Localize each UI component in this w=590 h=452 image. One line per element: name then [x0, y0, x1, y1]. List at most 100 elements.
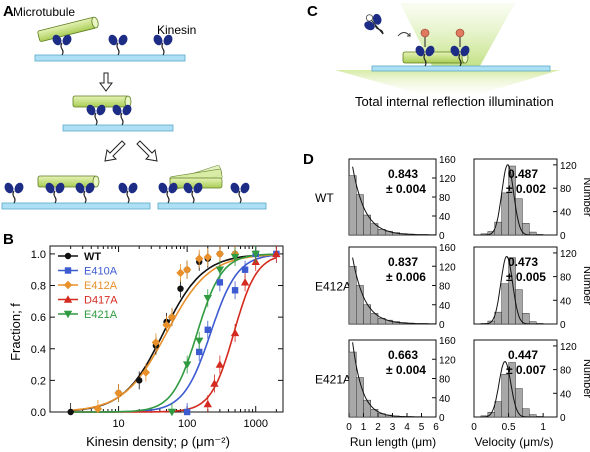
- run-y-tick-label: 160: [439, 243, 456, 254]
- run-y-tick-label: 40: [439, 394, 451, 405]
- run-y-tick-label: 40: [439, 212, 451, 223]
- vel-y-tick-label: 80: [560, 273, 572, 284]
- legend-marker: [64, 267, 72, 274]
- data-point-e421a: [203, 294, 212, 303]
- run-y-tick-label: 120: [439, 174, 456, 185]
- velocity-bar: [515, 388, 523, 418]
- chart-fit-curves: [70, 253, 277, 413]
- fit-curve-e421a: [70, 253, 277, 413]
- run-y-tick-label: 0: [439, 320, 445, 331]
- data-point-e412a: [167, 312, 177, 322]
- arrow-right-icon: [136, 140, 158, 162]
- vel-y-tick-label: 0: [560, 413, 566, 424]
- chart-axes: 0.0 0.2 0.4 0.6 0.8 1.0 10 100 1000: [31, 245, 284, 430]
- run-y-tick-label: 0: [439, 231, 445, 242]
- data-point-d417a: [230, 328, 240, 337]
- run-length-mean: 0.663: [388, 348, 418, 362]
- run-length-bar: [370, 409, 379, 418]
- velocity-fit: [474, 256, 557, 325]
- microtubule-label: Microtubule: [13, 5, 75, 19]
- data-point-e412a: [93, 404, 103, 414]
- data-point-e412a: [141, 368, 151, 377]
- run-y-tick-label: 0: [439, 413, 445, 424]
- panel-c-letter: C: [307, 3, 318, 20]
- arrow-left-icon: [104, 140, 126, 162]
- legend-marker: [64, 252, 72, 260]
- vel-y-tick-label: 120: [560, 249, 577, 260]
- run-length-bar: [356, 194, 364, 236]
- run-length-fit: [352, 257, 436, 325]
- x-tick-label: 1000: [243, 418, 267, 430]
- run-y-tick-label: 160: [439, 336, 456, 347]
- data-point-d417a: [240, 278, 250, 286]
- number-axis-label: Number: [581, 177, 590, 216]
- legend-label: E412A: [84, 280, 118, 292]
- run-length-error: ± 0.004: [386, 182, 426, 196]
- y-tick-label: 1.0: [31, 249, 46, 261]
- run-x-tick-label: 1: [361, 422, 367, 433]
- vel-y-tick-label: 40: [560, 208, 572, 219]
- run-y-tick-label: 120: [439, 262, 456, 273]
- fit-curve-wt: [70, 253, 277, 412]
- vel-y-tick-label: 120: [560, 161, 577, 172]
- run-x-tick-label: 5: [419, 422, 425, 433]
- velocity-bar: [522, 223, 530, 236]
- velocity-bar: [515, 289, 523, 325]
- vel-y-tick-label: 80: [560, 366, 572, 377]
- swirl-arrow-icon: [397, 32, 411, 37]
- velocity-error: ± 0.005: [506, 270, 546, 284]
- velocity-fit: [474, 164, 557, 236]
- velocity-mean: 0.447: [508, 348, 538, 362]
- velocity-error: ± 0.007: [506, 363, 546, 377]
- velocity-mean: 0.487: [508, 167, 538, 181]
- data-point-e421a: [251, 250, 260, 259]
- velocity-error: ± 0.002: [506, 182, 546, 196]
- velocity-bar: [494, 401, 502, 418]
- run-length-bar: [356, 377, 364, 418]
- glass-slide: [157, 202, 267, 210]
- vel-y-tick-label: 120: [560, 342, 577, 353]
- tirf-caption: Total internal reflection illumination: [355, 94, 554, 109]
- vel-y-tick-label: 40: [560, 389, 572, 400]
- run-length-x-label: Run length (μm): [350, 435, 436, 449]
- data-point-d417a: [210, 379, 219, 387]
- chart-legend: WT E410A E412A D417A E421A: [58, 251, 118, 321]
- vel-x-tick-label: 1: [540, 422, 546, 433]
- glass-slide: [34, 54, 186, 62]
- x-tick-label: 100: [178, 418, 196, 430]
- y-tick-label: 0.0: [31, 407, 46, 419]
- data-point-e412a: [151, 338, 161, 347]
- row-label-e412a: E412A: [315, 280, 351, 294]
- run-x-tick-label: 0: [346, 422, 352, 433]
- run-length-mean: 0.837: [388, 255, 418, 269]
- run-y-tick-label: 40: [439, 301, 451, 312]
- data-point-e412a: [176, 268, 185, 278]
- bound-kinesin: [413, 28, 437, 67]
- legend-marker: [63, 280, 73, 290]
- fit-curve-e410a: [70, 254, 277, 413]
- run-x-tick-label: 2: [375, 422, 381, 433]
- panel-b: B Fraction; f Kinesin density; ρ (μm⁻²) …: [3, 231, 284, 449]
- data-point-e410a: [183, 408, 191, 416]
- vel-y-tick-label: 0: [560, 231, 566, 242]
- velocity-x-label: Velocity (μm/s): [475, 435, 554, 449]
- data-point-e412a: [162, 320, 171, 330]
- vel-y-tick-label: 80: [560, 184, 572, 195]
- run-length-fit: [352, 166, 436, 236]
- data-point-e421a: [182, 361, 192, 369]
- free-kinesin: [359, 9, 393, 42]
- y-tick-label: 0.8: [31, 281, 46, 293]
- run-x-tick-label: 4: [404, 422, 410, 433]
- legend-label: WT: [84, 251, 101, 263]
- data-point-e410a: [231, 287, 239, 294]
- y-tick-label: 0.6: [31, 312, 46, 324]
- run-y-tick-label: 160: [439, 155, 456, 166]
- panel-c: C Total internal reflection illumination: [307, 3, 560, 109]
- data-point-e412a: [182, 265, 192, 274]
- legend-marker: [63, 310, 73, 319]
- legend-label: E410A: [84, 266, 118, 278]
- data-point-e421a: [167, 408, 177, 417]
- glass-slide: [1, 202, 151, 210]
- glass-slide: [371, 65, 551, 72]
